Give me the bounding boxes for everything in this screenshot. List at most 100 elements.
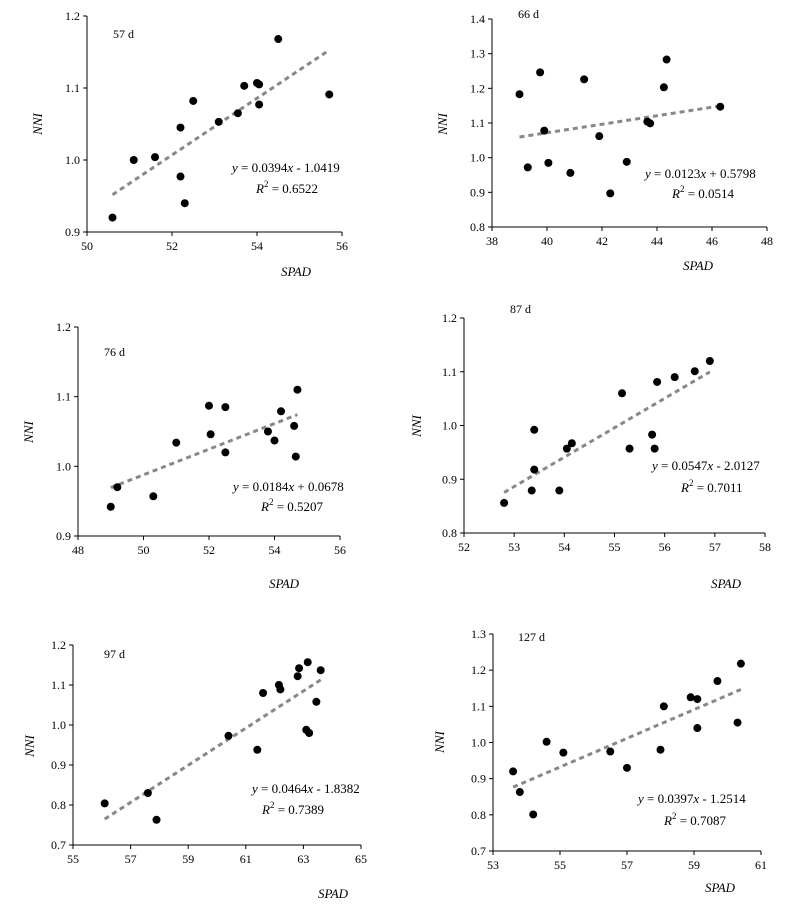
x-tick-label: 55	[554, 858, 566, 872]
data-point	[176, 123, 185, 132]
r-squared-label: R2 = 0.7087	[663, 811, 727, 828]
y-tick-label: 1.2	[56, 320, 71, 334]
x-axis-label: SPAD	[318, 886, 349, 901]
panel-title: 76 d	[104, 345, 125, 359]
y-axis-label: NNI	[432, 730, 447, 753]
trendline	[110, 413, 298, 490]
data-point	[670, 373, 679, 382]
x-tick-label: 48	[72, 543, 84, 557]
x-tick-label: 48	[761, 234, 773, 248]
data-point	[693, 695, 702, 704]
y-tick-label: 1.2	[470, 81, 485, 95]
data-point	[180, 199, 189, 208]
data-point	[293, 672, 302, 681]
x-tick-label: 40	[541, 234, 553, 248]
x-axis-label: SPAD	[281, 264, 312, 279]
data-point	[189, 96, 198, 105]
x-tick-label: 57	[125, 852, 137, 866]
trendline	[503, 370, 711, 494]
data-point	[523, 163, 532, 172]
data-point	[129, 156, 138, 164]
x-tick-label: 46	[706, 234, 718, 248]
data-point	[566, 168, 575, 177]
y-tick-label: 1.3	[470, 47, 485, 61]
data-point	[151, 153, 159, 162]
data-point	[690, 367, 699, 376]
y-axis-label: NNI	[21, 420, 36, 443]
y-axis-label: NNI	[435, 112, 450, 135]
x-tick-label: 38	[486, 234, 498, 248]
y-tick-label: 0.9	[56, 529, 71, 543]
data-point	[221, 448, 230, 457]
x-tick-label: 58	[759, 540, 771, 554]
x-tick-label: 55	[609, 540, 621, 554]
data-point	[618, 389, 627, 398]
y-tick-label: 1.1	[442, 365, 457, 379]
data-point	[686, 693, 695, 702]
data-point	[143, 789, 152, 797]
x-tick-label: 57	[621, 858, 633, 872]
data-point	[595, 132, 604, 141]
data-point	[277, 407, 286, 416]
x-axis-label: SPAD	[705, 880, 736, 895]
x-axis-label: SPAD	[711, 576, 742, 591]
chart-panel-5: 0.7 0.8 0.9 1.0 1.1 1.2 55 57 59 61 63 65 97 d y = 0.…	[22, 638, 367, 901]
x-tick-label: 59	[688, 858, 700, 872]
x-tick-label: 56	[336, 239, 348, 253]
panel-title: 57 d	[113, 27, 134, 41]
chart-panel-1: 0.9 1.0 1.1 1.2 50 52 54 56 57 d y = 0.0394x - 1.…	[30, 9, 348, 279]
data-point	[716, 102, 725, 111]
data-point	[274, 35, 283, 44]
data-point	[149, 492, 158, 501]
x-tick-label: 61	[755, 858, 767, 872]
y-tick-label: 0.9	[470, 185, 485, 199]
y-tick-label: 1.2	[471, 663, 486, 677]
data-point	[263, 427, 272, 436]
panel-title: 97 d	[104, 647, 125, 661]
r-squared-label: R2 = 0.7011	[680, 478, 743, 495]
data-point	[542, 737, 551, 746]
y-tick-label: 1.0	[442, 419, 457, 433]
data-point	[659, 83, 668, 92]
data-point	[540, 126, 549, 135]
data-point	[662, 55, 671, 64]
y-tick-label: 1.1	[471, 699, 486, 713]
data-point	[113, 483, 122, 492]
data-point	[259, 689, 268, 697]
y-tick-label: 1.1	[51, 678, 66, 692]
y-tick-label: 1.3	[471, 627, 486, 641]
trendline	[103, 678, 322, 821]
y-tick-label: 1.0	[470, 151, 485, 165]
y-tick-label: 1.2	[51, 638, 66, 652]
x-tick-label: 53	[487, 858, 499, 872]
x-tick-label: 54	[269, 543, 281, 557]
data-point	[693, 724, 702, 733]
data-point	[152, 815, 161, 824]
y-tick-label: 0.8	[442, 526, 457, 540]
data-point	[562, 444, 571, 453]
data-point	[291, 452, 300, 461]
data-point	[625, 444, 634, 453]
x-tick-label: 42	[596, 234, 608, 248]
chart-panel-3: 0.9 1.0 1.1 1.2 48 50 52 54 56 76 d y = 0.0184x + …	[21, 320, 346, 591]
x-tick-label: 65	[355, 852, 367, 866]
data-point	[653, 377, 662, 386]
y-tick-label: 1.4	[470, 12, 485, 26]
data-point	[656, 745, 665, 754]
data-point	[100, 799, 109, 808]
x-axis-label: SPAD	[269, 576, 300, 591]
regression-equation: y = 0.0464x - 1.8382	[250, 781, 360, 796]
r-squared-label: R2 = 0.6522	[255, 179, 318, 196]
data-point	[255, 80, 264, 89]
trendline	[519, 104, 721, 139]
data-point	[736, 659, 745, 668]
data-point	[295, 664, 304, 673]
r-squared-label: R2 = 0.0514	[671, 184, 735, 201]
data-point	[650, 444, 659, 453]
y-tick-label: 1.0	[56, 459, 71, 473]
y-tick-label: 0.7	[51, 838, 66, 852]
data-point	[527, 486, 536, 495]
data-point	[530, 425, 539, 434]
data-point	[544, 158, 553, 167]
data-point	[240, 81, 249, 90]
